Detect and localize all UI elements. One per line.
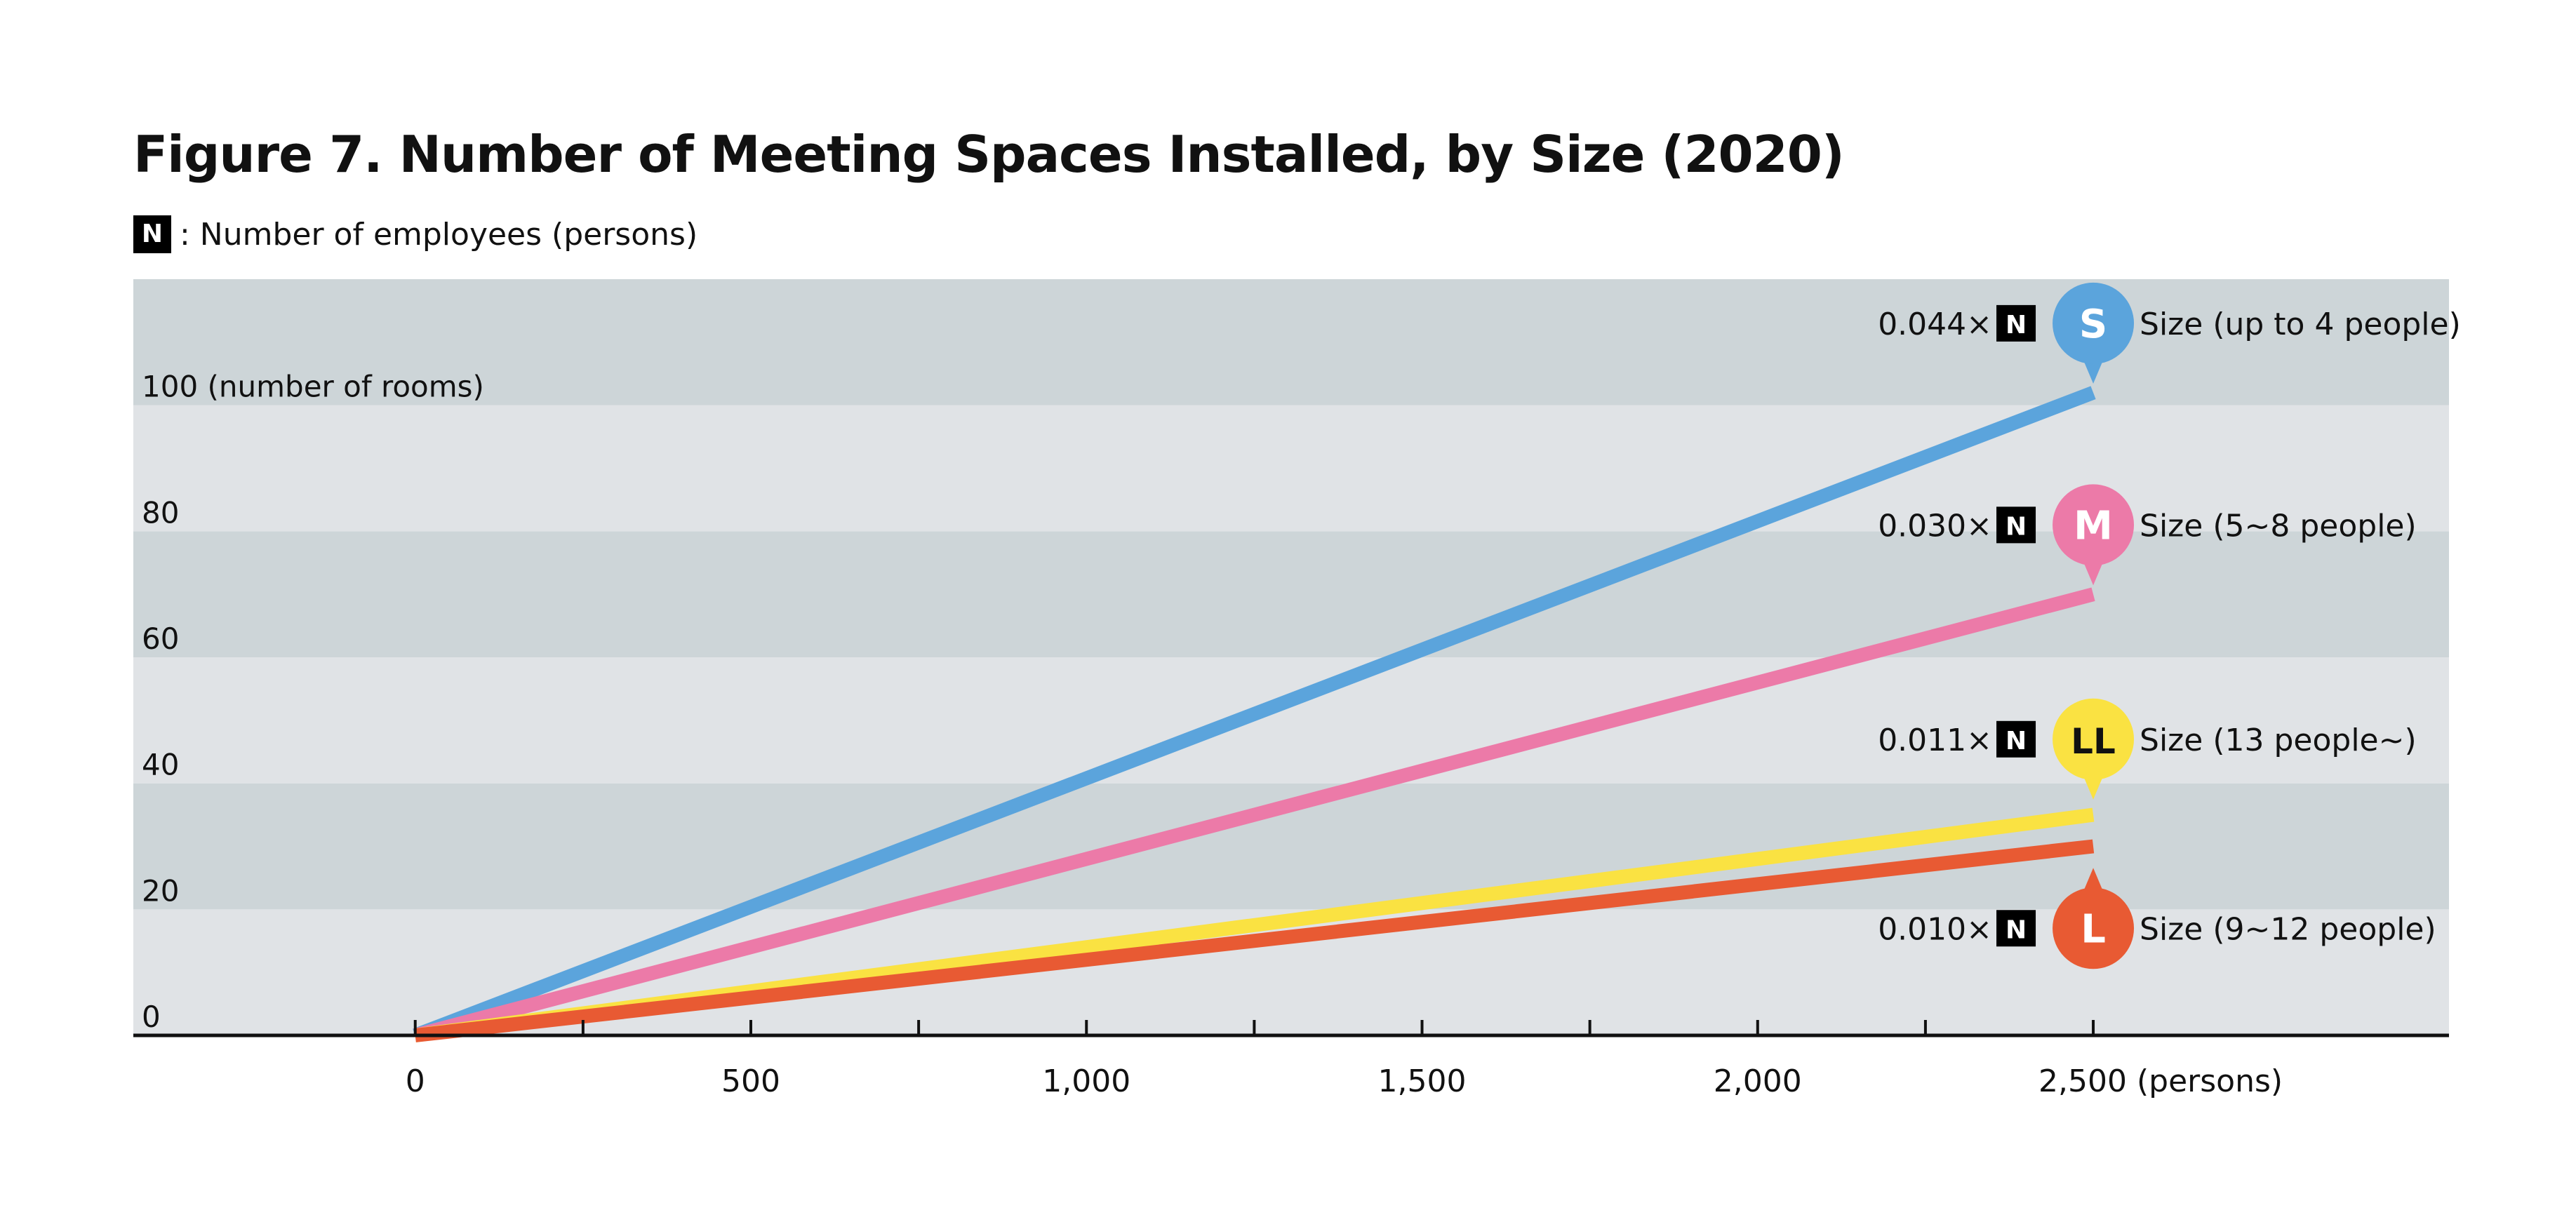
coefficient-label: 0.044× (1878, 307, 1992, 342)
x-axis: 0 500 1,000 1,500 2,000 2,500 (persons) (133, 1020, 2449, 1099)
n-symbol-box (1996, 304, 2036, 342)
series-line-m (413, 587, 2095, 1042)
badge-pointer (2082, 356, 2105, 384)
n-symbol: N (2006, 915, 2027, 944)
page-title: Figure 7. Number of Meeting Spaces Insta… (133, 125, 1845, 184)
n-symbol: N (133, 215, 171, 253)
n-symbol: N (2006, 311, 2027, 340)
y-tick-label: 80 (142, 495, 179, 530)
series-badge (2053, 484, 2135, 566)
x-tick-label: 2,500 (persons) (2038, 1063, 2283, 1099)
series-annotation-ll: LL Size (13 people~) N 0.011× (1878, 698, 2417, 800)
badge-pointer (2082, 558, 2105, 586)
y-tick-label: 100 (number of rooms) (142, 370, 484, 404)
coefficient-label: 0.011× (1878, 723, 1992, 758)
series-badge (2053, 698, 2135, 780)
series-annotation-m: M Size (5~8 people) N 0.030× (1878, 484, 2417, 586)
x-tick-label: 1,000 (1042, 1063, 1130, 1099)
x-tick-label: 0 (406, 1063, 425, 1099)
n-symbol-box (1996, 910, 2036, 947)
n-symbol-box (1996, 506, 2036, 544)
series-name: Size (up to 4 people) (2140, 307, 2461, 342)
series-lines (413, 386, 2096, 1042)
y-tick-label: 40 (142, 748, 179, 782)
y-axis-labels: 0 20 40 60 80 100 (number of rooms) (142, 370, 484, 1034)
coefficient-label: 0.010× (1878, 911, 1992, 947)
series-annotations: S Size (up to 4 people) N 0.044× M Size (5~8 … (1878, 282, 2461, 969)
series-line-l (414, 839, 2095, 1042)
y-tick-label: 20 (142, 873, 179, 908)
series-badge (2053, 282, 2135, 364)
series-annotation-s: S Size (up to 4 people) N 0.044× (1878, 282, 2461, 384)
n-symbol-box (1996, 720, 2036, 758)
grid-band (133, 531, 2449, 657)
badge-pointer (2082, 868, 2105, 895)
x-tick-label: 1,500 (1378, 1063, 1467, 1099)
coefficient-label: 0.030× (1878, 508, 1992, 544)
series-badge (2053, 887, 2135, 969)
badge-code: M (2074, 503, 2113, 549)
badge-pointer (2082, 772, 2105, 800)
y-tick-label: 0 (142, 1000, 161, 1034)
series-annotation-l: L Size (9~12 people) N 0.010× (1878, 868, 2436, 969)
series-name: Size (9~12 people) (2140, 911, 2436, 947)
legend-note-text: : Number of employees (persons) (180, 216, 698, 253)
x-tick-label: 500 (721, 1063, 780, 1099)
badge-code: S (2079, 302, 2107, 347)
y-tick-label: 60 (142, 622, 179, 656)
series-line-s (413, 386, 2096, 1042)
legend-note: N : Number of employees (persons) (133, 215, 698, 254)
n-symbol: N (2006, 727, 2027, 755)
x-tick-label: 2,000 (1714, 1063, 1802, 1099)
badge-code: LL (2071, 721, 2116, 762)
series-name: Size (13 people~) (2140, 723, 2417, 758)
n-symbol: N (2006, 512, 2027, 541)
series-name: Size (5~8 people) (2140, 508, 2417, 544)
badge-code: L (2081, 906, 2106, 952)
